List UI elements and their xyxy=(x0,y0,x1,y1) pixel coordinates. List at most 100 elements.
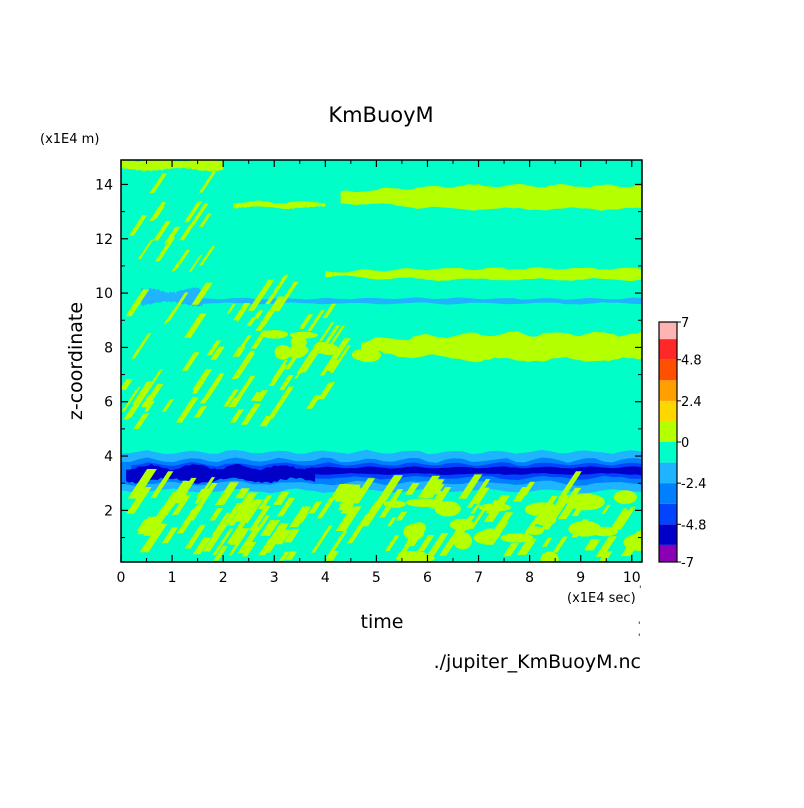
positive-streak xyxy=(182,352,200,371)
colorbar-swatch xyxy=(659,483,677,504)
positive-streak xyxy=(125,386,152,418)
positive-streak xyxy=(184,524,206,549)
positive-streak xyxy=(189,254,203,272)
positive-blob xyxy=(568,521,602,537)
positive-streak xyxy=(346,514,371,544)
positive-blob xyxy=(383,500,406,508)
band-upper xyxy=(340,184,642,211)
positive-streak xyxy=(144,400,155,412)
positive-streak xyxy=(250,392,262,401)
positive-streak xyxy=(308,501,322,514)
positive-streak xyxy=(253,310,264,319)
positive-streak xyxy=(317,382,336,400)
positive-streak xyxy=(256,515,270,530)
x-tick-label: 0 xyxy=(117,570,126,586)
positive-streak xyxy=(246,317,257,326)
positive-streak xyxy=(161,527,179,544)
colorbar-tick-label: 0 xyxy=(681,436,689,451)
positive-streak xyxy=(210,346,225,360)
positive-streak xyxy=(337,486,361,511)
positive-streak xyxy=(260,520,281,536)
positive-streak xyxy=(191,282,213,305)
positive-streak xyxy=(278,375,294,391)
positive-streak xyxy=(174,477,197,504)
positive-streak xyxy=(274,529,292,545)
positive-streak xyxy=(192,537,212,555)
positive-streak xyxy=(191,379,206,394)
positive-streak xyxy=(583,539,601,551)
positive-blob xyxy=(500,533,534,543)
positive-streak xyxy=(323,338,351,370)
positive-streak xyxy=(198,213,212,228)
positive-blob xyxy=(412,522,426,533)
y-tick-label: 10 xyxy=(95,286,113,302)
positive-streak xyxy=(473,487,490,504)
positive-blob xyxy=(296,345,309,355)
colorbar-tick-label: -2.4 xyxy=(681,477,706,492)
x-tick-label: 1 xyxy=(168,570,177,586)
positive-streak xyxy=(318,322,335,342)
positive-streak xyxy=(329,484,349,500)
positive-streak xyxy=(155,237,176,262)
positive-streak xyxy=(121,379,133,390)
positive-streak xyxy=(209,508,223,521)
positive-streak xyxy=(258,296,285,327)
positive-streak xyxy=(404,483,420,495)
corner-marks: ' ' ' xyxy=(638,585,641,643)
positive-streak xyxy=(276,497,295,517)
positive-blob xyxy=(540,551,559,562)
positive-blob xyxy=(405,498,443,508)
y-tick-label: 2 xyxy=(104,503,113,519)
positive-streak xyxy=(395,511,408,521)
positive-streak xyxy=(599,551,613,561)
positive-blob xyxy=(261,330,288,339)
positive-blob xyxy=(567,493,605,511)
positive-streak xyxy=(274,281,299,312)
positive-streak xyxy=(149,202,167,221)
positive-streak xyxy=(275,495,286,504)
band-mid xyxy=(361,330,642,363)
positive-streak xyxy=(174,259,184,269)
positive-streak xyxy=(156,495,178,518)
positive-streak xyxy=(236,303,251,322)
positive-streak xyxy=(265,274,289,304)
positive-blob xyxy=(290,335,307,350)
positive-streak xyxy=(141,394,154,407)
x-tick-label: 8 xyxy=(525,570,534,586)
positive-streak xyxy=(199,246,216,266)
positive-streak xyxy=(516,538,537,555)
line-negative-9p7 xyxy=(202,297,642,305)
positive-streak xyxy=(206,340,222,356)
positive-streak xyxy=(131,333,152,359)
colorbar-swatch xyxy=(659,322,677,340)
positive-streak xyxy=(237,526,262,554)
chart-title: KmBuoyM xyxy=(328,103,433,127)
positive-streak xyxy=(184,313,207,338)
y-tick-label: 8 xyxy=(104,340,113,356)
positive-streak xyxy=(267,386,294,419)
positive-streak xyxy=(458,474,483,499)
positive-streak xyxy=(136,519,151,532)
positive-streak xyxy=(542,537,553,547)
positive-streak xyxy=(426,533,449,557)
positive-blob xyxy=(623,533,642,551)
y-tick-label: 6 xyxy=(104,395,113,411)
positive-streak xyxy=(171,494,192,515)
positive-streak xyxy=(289,506,312,528)
positive-streak xyxy=(326,325,345,349)
positive-streak xyxy=(236,492,252,511)
positive-streak xyxy=(234,352,256,379)
positive-blob xyxy=(434,501,461,517)
x-unit-label: (x1E4 sec) xyxy=(567,591,636,606)
positive-streak xyxy=(470,504,481,514)
positive-streak xyxy=(253,292,267,308)
positive-blob xyxy=(613,490,637,504)
positive-streak xyxy=(194,477,216,504)
positive-streak xyxy=(601,504,611,514)
positive-blob xyxy=(481,528,501,541)
positive-blob xyxy=(289,331,318,339)
positive-streak xyxy=(202,377,223,401)
